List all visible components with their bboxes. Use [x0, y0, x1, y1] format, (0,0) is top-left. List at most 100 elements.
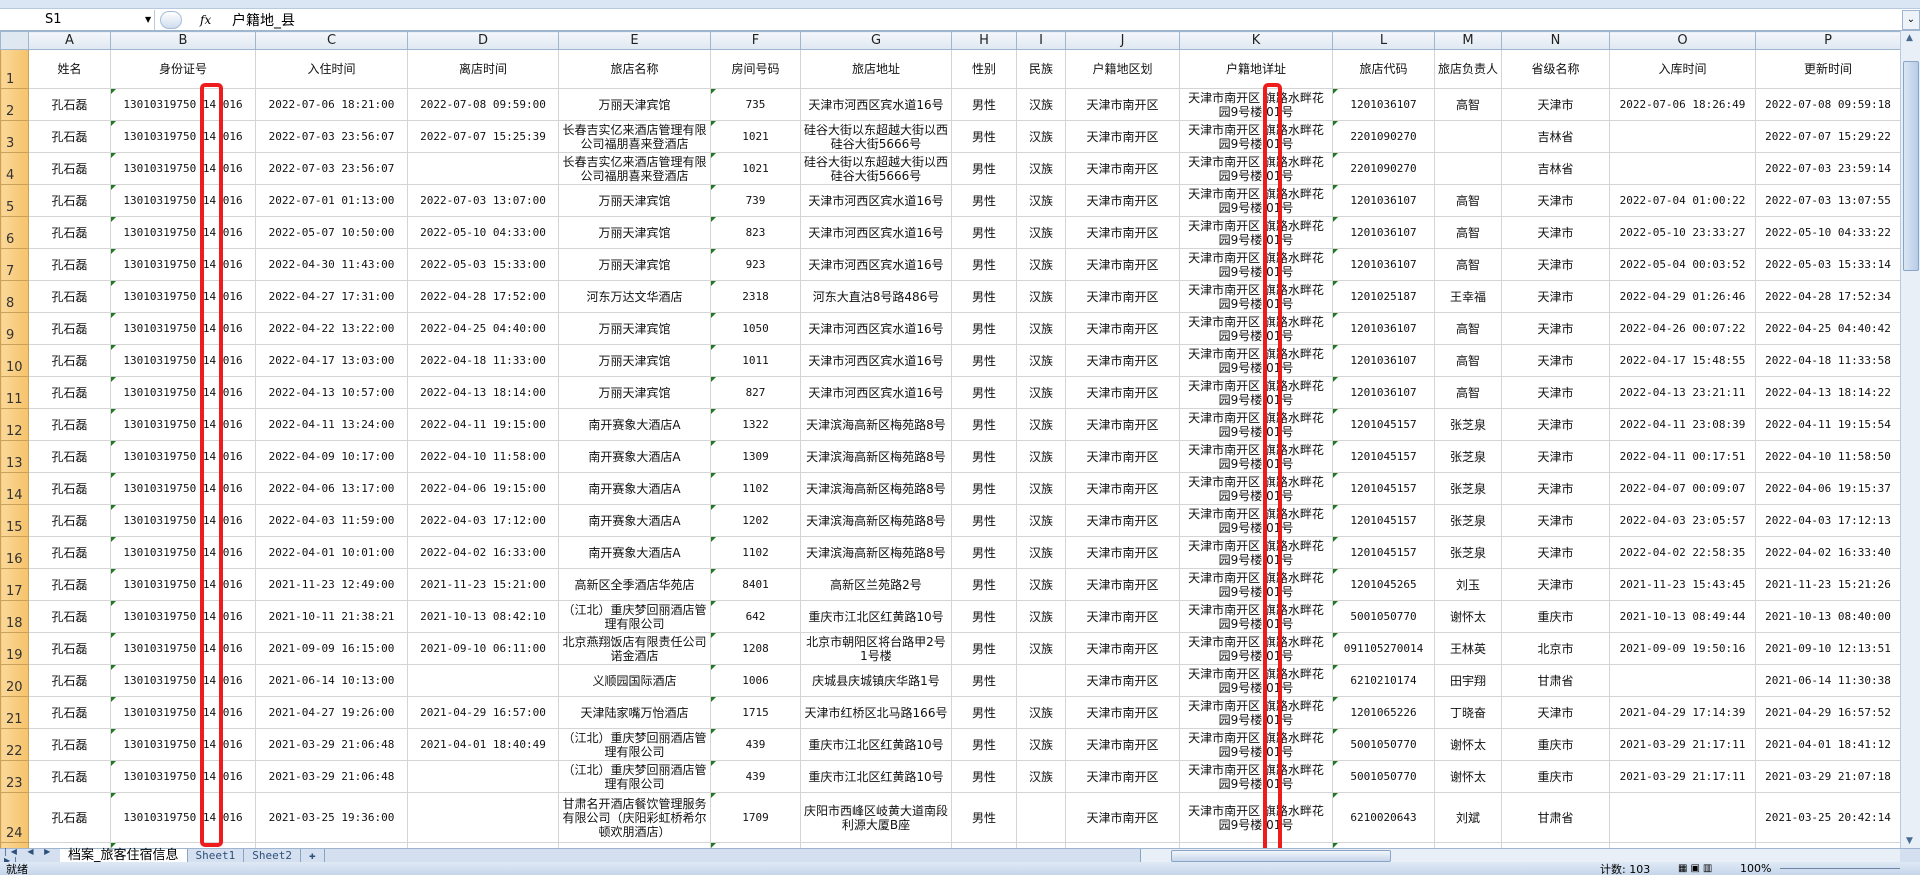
- cell-O17[interactable]: 2021-11-23 15:43:45: [1609, 568, 1756, 601]
- cell-P23[interactable]: 2021-03-29 21:07:18: [1755, 760, 1900, 793]
- column-header-E[interactable]: E: [558, 31, 711, 50]
- cell-M14[interactable]: 张芝泉: [1434, 472, 1502, 505]
- cell-B13[interactable]: 13010319750 14 016: [110, 440, 256, 473]
- cell-P1[interactable]: 更新时间: [1755, 49, 1900, 89]
- cell-D10[interactable]: 2022-04-18 11:33:00: [407, 344, 559, 377]
- cell-M15[interactable]: 张芝泉: [1434, 504, 1502, 537]
- cell-C20[interactable]: 2021-06-14 10:13:00: [255, 664, 408, 697]
- cell-M17[interactable]: 刘玉: [1434, 568, 1502, 601]
- row-header[interactable]: 16: [0, 536, 29, 569]
- cell-E22[interactable]: （江北）重庆梦回丽酒店管理有限公司: [558, 728, 711, 761]
- cell-K7[interactable]: 天津市南开区 旗路水畔花园9号楼 01号: [1179, 248, 1333, 281]
- row-header[interactable]: 15: [0, 504, 29, 537]
- cell-K13[interactable]: 天津市南开区 旗路水畔花园9号楼 01号: [1179, 440, 1333, 473]
- cell-M12[interactable]: 张芝泉: [1434, 408, 1502, 441]
- cell-G23[interactable]: 重庆市江北区红黄路10号: [800, 760, 952, 793]
- cell-K1[interactable]: 户籍地详址: [1179, 49, 1333, 89]
- cell-H7[interactable]: 男性: [951, 248, 1017, 281]
- cell-P3[interactable]: 2022-07-07 15:29:22: [1755, 120, 1900, 153]
- cell-C16[interactable]: 2022-04-01 10:01:00: [255, 536, 408, 569]
- cell-J16[interactable]: 天津市南开区: [1065, 536, 1180, 569]
- cell-D22[interactable]: 2021-04-01 18:40:49: [407, 728, 559, 761]
- row-header[interactable]: 13: [0, 440, 29, 473]
- cell-P14[interactable]: 2022-04-06 19:15:37: [1755, 472, 1900, 505]
- cell-O23[interactable]: 2021-03-29 21:17:11: [1609, 760, 1756, 793]
- cell-E9[interactable]: 万丽天津宾馆: [558, 312, 711, 345]
- cell-J8[interactable]: 天津市南开区: [1065, 280, 1180, 313]
- cell-A19[interactable]: 孔石磊: [28, 632, 111, 665]
- row-header[interactable]: 24: [0, 792, 29, 843]
- cell-G14[interactable]: 天津滨海高新区梅苑路8号: [800, 472, 952, 505]
- cell-H8[interactable]: 男性: [951, 280, 1017, 313]
- cell-O11[interactable]: 2022-04-13 23:21:11: [1609, 376, 1756, 409]
- cell-H13[interactable]: 男性: [951, 440, 1017, 473]
- cell-D3[interactable]: 2022-07-07 15:25:39: [407, 120, 559, 153]
- cell-H12[interactable]: 男性: [951, 408, 1017, 441]
- column-header-H[interactable]: H: [951, 31, 1017, 50]
- cell-P9[interactable]: 2022-04-25 04:40:42: [1755, 312, 1900, 345]
- cell-K5[interactable]: 天津市南开区 旗路水畔花园9号楼 01号: [1179, 184, 1333, 217]
- cell-D9[interactable]: 2022-04-25 04:40:00: [407, 312, 559, 345]
- cell-O13[interactable]: 2022-04-11 00:17:51: [1609, 440, 1756, 473]
- cell-E24[interactable]: 甘肃名开酒店餐饮管理服务有限公司（庆阳彩虹桥希尔顿欢朋酒店）: [558, 792, 711, 843]
- cell-M3[interactable]: [1434, 120, 1502, 153]
- cell-A18[interactable]: 孔石磊: [28, 600, 111, 633]
- cell-D14[interactable]: 2022-04-06 19:15:00: [407, 472, 559, 505]
- cell-E16[interactable]: 南开赛象大酒店A: [558, 536, 711, 569]
- cell-A6[interactable]: 孔石磊: [28, 216, 111, 249]
- cell-F2[interactable]: 735: [710, 88, 801, 121]
- cell-I20[interactable]: [1016, 664, 1066, 697]
- cell-B22[interactable]: 13010319750 14 016: [110, 728, 256, 761]
- cell-D18[interactable]: 2021-10-13 08:42:10: [407, 600, 559, 633]
- cell-M20[interactable]: 田宇翔: [1434, 664, 1502, 697]
- cell-O1[interactable]: 入库时间: [1609, 49, 1756, 89]
- insert-sheet-icon[interactable]: ✚: [301, 848, 325, 863]
- row-header[interactable]: 4: [0, 152, 29, 185]
- row-header[interactable]: 3: [0, 120, 29, 153]
- cell-N22[interactable]: 重庆市: [1501, 728, 1610, 761]
- cell-A5[interactable]: 孔石磊: [28, 184, 111, 217]
- cell-G11[interactable]: 天津市河西区宾水道16号: [800, 376, 952, 409]
- cell-D8[interactable]: 2022-04-28 17:52:00: [407, 280, 559, 313]
- cell-L8[interactable]: 1201025187: [1332, 280, 1435, 313]
- cell-H2[interactable]: 男性: [951, 88, 1017, 121]
- cell-O10[interactable]: 2022-04-17 15:48:55: [1609, 344, 1756, 377]
- cell-F15[interactable]: 1202: [710, 504, 801, 537]
- chevron-down-icon[interactable]: ▼: [145, 15, 152, 24]
- cell-I7[interactable]: 汉族: [1016, 248, 1066, 281]
- cell-K20[interactable]: 天津市南开区 旗路水畔花园9号楼 01号: [1179, 664, 1333, 697]
- cell-F9[interactable]: 1050: [710, 312, 801, 345]
- cell-C23[interactable]: 2021-03-29 21:06:48: [255, 760, 408, 793]
- cell-F7[interactable]: 923: [710, 248, 801, 281]
- cell-M6[interactable]: 高智: [1434, 216, 1502, 249]
- cell-C19[interactable]: 2021-09-09 16:15:00: [255, 632, 408, 665]
- cell-G1[interactable]: 旅店地址: [800, 49, 952, 89]
- cell-J9[interactable]: 天津市南开区: [1065, 312, 1180, 345]
- cell-J17[interactable]: 天津市南开区: [1065, 568, 1180, 601]
- cell-M21[interactable]: 丁晓奋: [1434, 696, 1502, 729]
- zoom-level[interactable]: 100%: [1740, 862, 1772, 875]
- cell-N4[interactable]: 吉林省: [1501, 152, 1610, 185]
- cell-K12[interactable]: 天津市南开区 旗路水畔花园9号楼 01号: [1179, 408, 1333, 441]
- cell-A17[interactable]: 孔石磊: [28, 568, 111, 601]
- cell-A21[interactable]: 孔石磊: [28, 696, 111, 729]
- cell-L22[interactable]: 5001050770: [1332, 728, 1435, 761]
- cell-D13[interactable]: 2022-04-10 11:58:00: [407, 440, 559, 473]
- column-header-L[interactable]: L: [1332, 31, 1435, 50]
- cell-L11[interactable]: 1201036107: [1332, 376, 1435, 409]
- cell-H1[interactable]: 性别: [951, 49, 1017, 89]
- cell-E18[interactable]: （江北）重庆梦回丽酒店管理有限公司: [558, 600, 711, 633]
- cell-F21[interactable]: 1715: [710, 696, 801, 729]
- cell-N21[interactable]: 天津市: [1501, 696, 1610, 729]
- cell-C12[interactable]: 2022-04-11 13:24:00: [255, 408, 408, 441]
- cell-K18[interactable]: 天津市南开区 旗路水畔花园9号楼 01号: [1179, 600, 1333, 633]
- cell-H24[interactable]: 男性: [951, 792, 1017, 843]
- sheet-tab-sheet2[interactable]: Sheet2: [244, 848, 302, 863]
- cell-L7[interactable]: 1201036107: [1332, 248, 1435, 281]
- cell-O18[interactable]: 2021-10-13 08:49:44: [1609, 600, 1756, 633]
- cell-A20[interactable]: 孔石磊: [28, 664, 111, 697]
- cell-A9[interactable]: 孔石磊: [28, 312, 111, 345]
- cell-K17[interactable]: 天津市南开区 旗路水畔花园9号楼 01号: [1179, 568, 1333, 601]
- cell-E3[interactable]: 长春吉实亿来酒店管理有限公司福朋喜来登酒店: [558, 120, 711, 153]
- cell-C10[interactable]: 2022-04-17 13:03:00: [255, 344, 408, 377]
